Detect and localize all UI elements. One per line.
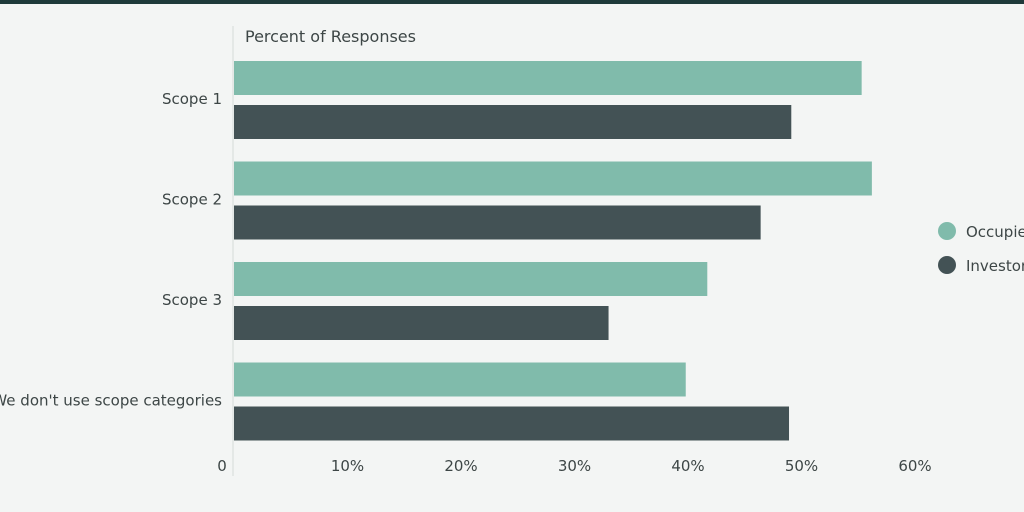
x-tick-label: 50% <box>785 457 818 475</box>
legend-swatch-occupier <box>938 222 956 240</box>
legend-swatch-investor <box>938 256 956 274</box>
bar-occupier-3 <box>234 262 708 296</box>
category-label: Scope 1 <box>162 90 222 108</box>
x-tick-label: 40% <box>671 457 704 475</box>
category-label: We don't use scope categories <box>0 392 222 410</box>
chart-title: Percent of Responses <box>245 27 416 46</box>
bar-investor-1 <box>234 105 792 139</box>
legend-label-investor: Investor <box>966 257 1024 275</box>
bar-occupier-2 <box>234 161 872 196</box>
x-tick-label: 0 <box>217 457 227 475</box>
legend-label-occupier: Occupier <box>966 223 1024 241</box>
x-tick-label: 20% <box>444 457 477 475</box>
legend: Occupier Investor <box>938 222 1024 275</box>
bar-investor-3 <box>234 306 609 340</box>
category-label: Scope 2 <box>162 191 222 209</box>
bar-occupier-4 <box>234 362 686 397</box>
x-tick-label: 10% <box>331 457 364 475</box>
category-label: Scope 3 <box>162 291 222 309</box>
bar-investor-4 <box>234 406 790 441</box>
x-tick-label: 60% <box>898 457 931 475</box>
bar-investor-2 <box>234 205 761 240</box>
top-border <box>0 0 1024 4</box>
x-tick-label: 30% <box>558 457 591 475</box>
bar-occupier-1 <box>234 61 862 95</box>
